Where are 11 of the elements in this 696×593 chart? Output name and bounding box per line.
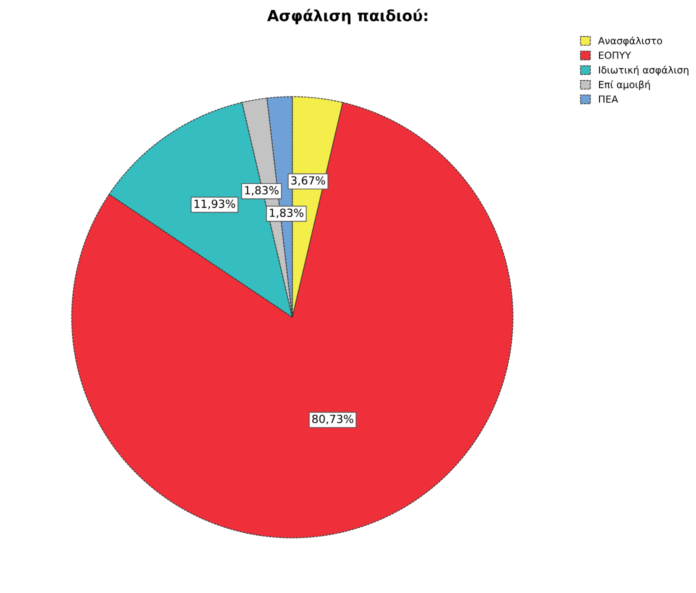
legend-label: Ιδιωτική ασφάλιση [599,66,688,76]
legend-label: Ανασφάλιστο [598,36,662,46]
data-label: 1,83% [270,208,304,218]
data-label: 1,83% [245,186,279,196]
chart-title: Ασφάλιση παιδιού: [267,8,428,24]
data-label: 11,93% [194,200,236,210]
legend-label: ΠΕΑ [599,96,618,103]
data-label: 3,67% [291,176,326,186]
legend-label: Επί αμοιβή [599,80,650,90]
data-label: 80,73% [312,414,354,424]
legend-label: ΕΟΠΥΥ [599,52,632,59]
